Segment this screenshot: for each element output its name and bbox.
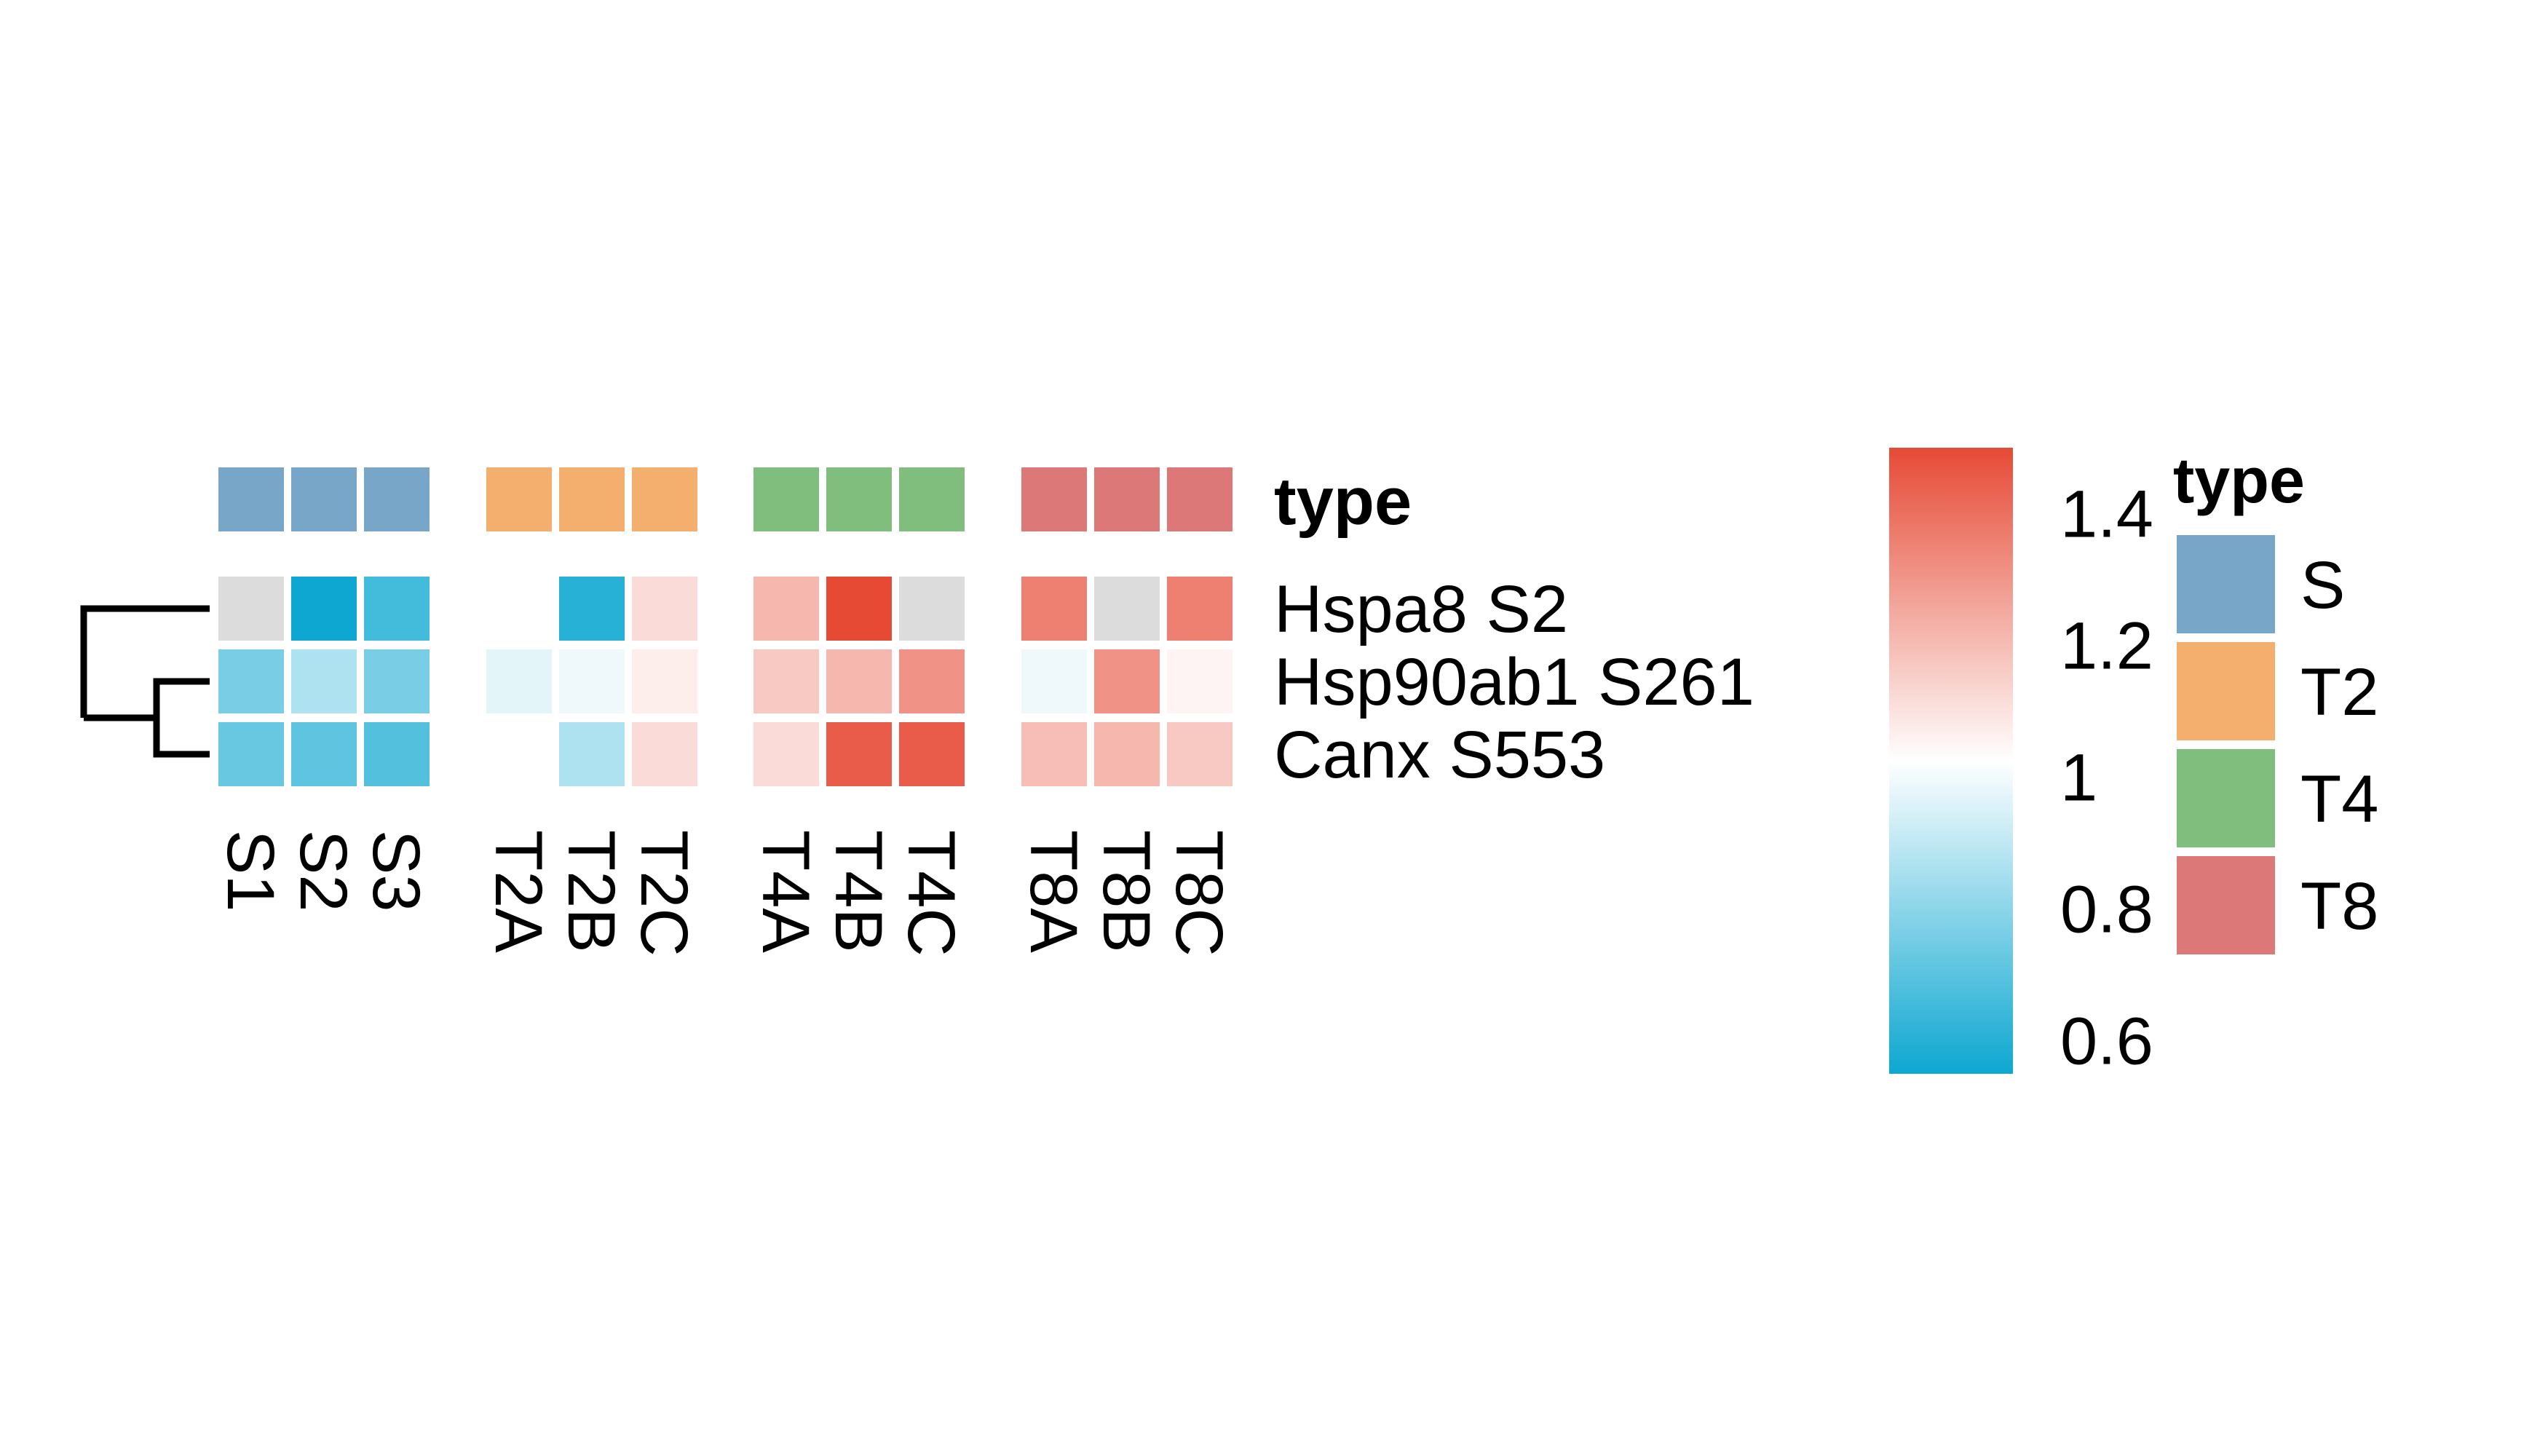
legend-swatch-t4 [2177,749,2275,847]
color-scale-bar [1889,448,2013,1074]
heatmap-cell [218,722,284,786]
heatmap-cell [632,649,697,713]
heatmap-cell [1094,577,1160,641]
column-label: T2B [554,830,628,953]
annotation-cell-t8c [1167,467,1233,531]
legend-label-t4: T4 [2300,762,2378,836]
column-label: T8A [1016,830,1091,953]
column-label: T2A [481,830,555,953]
heatmap-cell [486,649,552,713]
heatmap-cell [899,577,965,641]
annotation-cell-t4b [826,467,892,531]
heatmap-cell [753,577,819,641]
heatmap-cell [753,649,819,713]
color-scale-tick-label: 1 [2060,741,2097,815]
heatmap-cell [559,577,625,641]
heatmap-cell [364,649,430,713]
heatmap-cell [826,577,892,641]
column-label: S1 [213,830,288,912]
row-label: Hsp90ab1 S261 [1274,645,1754,719]
annotation-cell-s2 [291,467,357,531]
heatmap-cell [291,722,357,786]
heatmap-cell [632,577,697,641]
annotation-cell-t2a [486,467,552,531]
heatmap-cells [218,577,1233,786]
annotation-cell-t8a [1021,467,1087,531]
column-label: T4A [748,830,823,953]
heatmap-cell [559,649,625,713]
legend-label-s: S [2300,548,2345,622]
heatmap-cell [486,577,552,641]
heatmap-cell [899,649,965,713]
legend-swatch-t8 [2177,856,2275,954]
annotation-cell-t4c [899,467,965,531]
row-label: Canx S553 [1274,718,1605,792]
annotation-cell-t2b [559,467,625,531]
color-scale-tick-label: 0.6 [2060,1005,2153,1079]
column-label: T4C [894,830,968,957]
heatmap-cell [364,577,430,641]
row-dendrogram [80,605,210,758]
annotation-cell-s1 [218,467,284,531]
heatmap-cell [1021,649,1087,713]
heatmap-cell [1021,722,1087,786]
column-label: T2C [627,830,701,957]
color-scale-tick-label: 1.2 [2060,609,2153,684]
heatmap-cell [486,722,552,786]
heatmap-cell [1167,722,1233,786]
type-legend: S T2 T4 T8 [2177,535,2378,954]
heatmap-cell [364,722,430,786]
heatmap-cell [1094,649,1160,713]
column-annotation-track [218,467,1233,531]
annotation-cell-s3 [364,467,430,531]
row-label: Hspa8 S2 [1274,572,1568,646]
heatmap-cell [291,649,357,713]
heatmap-cell [632,722,697,786]
heatmap-cell [559,722,625,786]
type-legend-title: type [2173,444,2305,516]
annotation-label: type [1274,464,1412,539]
column-label: T8B [1089,830,1163,953]
dendrogram-branches [80,605,210,758]
color-scale-tick-label: 0.8 [2060,873,2153,947]
color-scale-tick-label: 1.4 [2060,478,2153,552]
heatmap-cell [1167,577,1233,641]
heatmap-cell [899,722,965,786]
heatmap-cell [291,577,357,641]
annotation-cell-t4a [753,467,819,531]
legend-swatch-t2 [2177,642,2275,740]
heatmap-cell [1167,649,1233,713]
heatmap-cell [1094,722,1160,786]
heatmap-cell [826,649,892,713]
column-label: S2 [286,830,360,912]
heatmap-cell [826,722,892,786]
annotation-cell-t2c [632,467,697,531]
heatmap-cell [218,577,284,641]
legend-label-t8: T8 [2300,869,2378,943]
legend-swatch-s [2177,535,2275,633]
legend-label-t2: T2 [2300,655,2378,729]
column-label: T8C [1162,830,1236,957]
heatmap-cell [1021,577,1087,641]
column-label: S3 [359,830,433,912]
heatmap-cell [753,722,819,786]
annotation-cell-t8b [1094,467,1160,531]
color-scale-ticks: 0.6 0.8 1 1.2 1.4 [2060,478,2153,1079]
heatmap-cell [218,649,284,713]
column-label: T4B [821,830,895,953]
